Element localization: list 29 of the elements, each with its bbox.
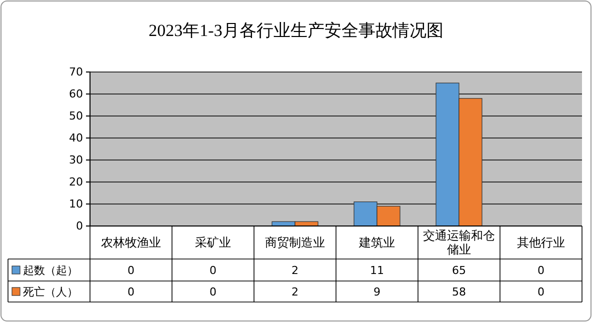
y-tick-label: 50: [69, 110, 83, 123]
x-tick-label: 商贸制造业: [265, 236, 325, 250]
data-label: 58: [452, 286, 466, 298]
y-tick-label: 0: [76, 220, 83, 233]
data-label: 0: [538, 264, 544, 277]
x-tick-label: 农林牧渔业: [101, 236, 161, 250]
y-tick-label: 70: [69, 66, 83, 79]
data-label: 0: [210, 286, 216, 298]
y-tick-label: 20: [69, 176, 83, 189]
data-label: 0: [128, 286, 134, 298]
y-tick-label: 30: [69, 154, 83, 167]
y-tick-label: 60: [69, 88, 83, 101]
y-tick-label: 40: [69, 132, 83, 145]
x-tick-label: 采矿业: [195, 236, 231, 250]
x-tick-label: 建筑业: [358, 236, 395, 250]
x-tick-label: 交通运输和仓储业: [423, 228, 495, 256]
data-label: 2: [292, 286, 298, 298]
data-label: 0: [538, 286, 544, 298]
data-label: 9: [374, 286, 380, 298]
x-tick-label: 其他行业: [517, 236, 565, 250]
legend-label: 死亡（人）: [23, 286, 78, 298]
chart-title: 2023年1-3月各行业生产安全事故情况图: [148, 21, 444, 40]
data-label: 2: [292, 264, 298, 277]
y-tick-label: 10: [69, 198, 83, 211]
data-label: 0: [128, 264, 134, 277]
data-label: 65: [452, 264, 466, 277]
legend-label: 起数（起）: [23, 264, 78, 277]
data-label: 11: [370, 264, 384, 277]
data-label: 0: [210, 264, 216, 277]
